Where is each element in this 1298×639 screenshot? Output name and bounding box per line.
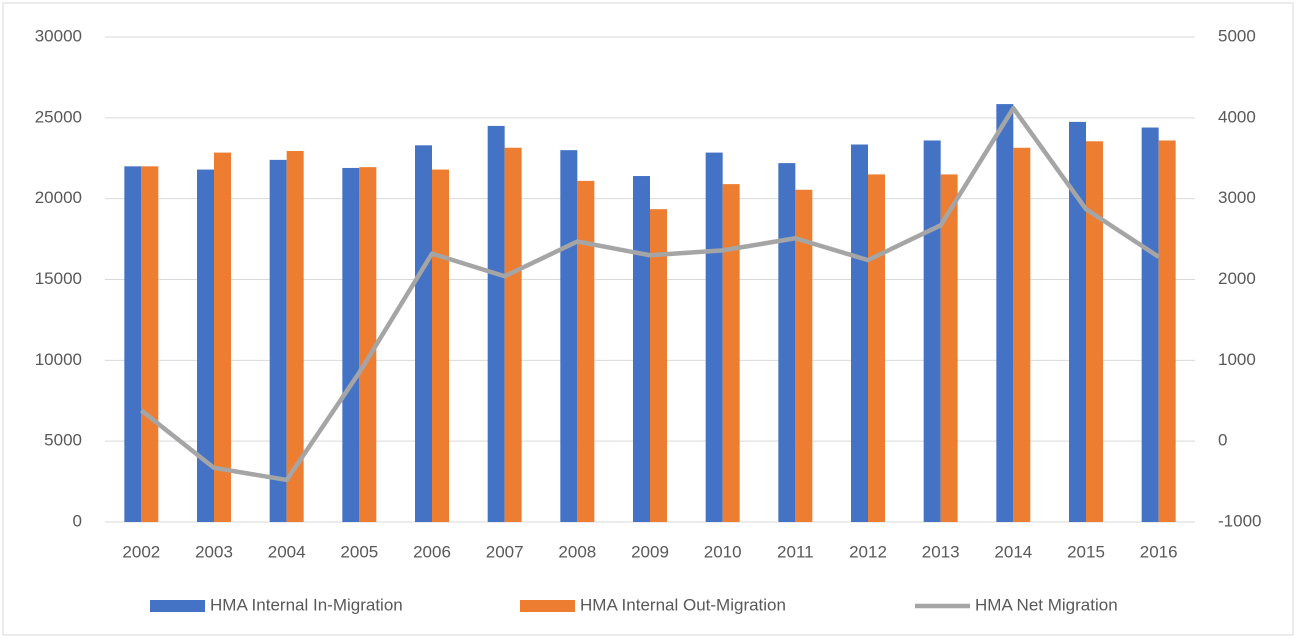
bar	[415, 145, 432, 523]
bar	[923, 140, 941, 522]
x-tick-label: 2003	[195, 542, 233, 561]
y-tick-label: 5000	[44, 431, 82, 450]
y-tick-label: 25000	[35, 107, 82, 126]
bar	[940, 174, 958, 522]
bar	[633, 176, 650, 523]
bar	[269, 159, 287, 522]
y2-tick-label: 1000	[1218, 350, 1256, 369]
bar	[577, 180, 595, 522]
x-tick-label: 2015	[1067, 542, 1105, 561]
y2-tick-label: -1000	[1218, 511, 1261, 530]
y-tick-label: 20000	[35, 188, 82, 207]
bar	[1069, 121, 1086, 522]
bar	[851, 144, 868, 522]
y-tick-label: 15000	[35, 269, 82, 288]
x-tick-label: 2008	[558, 542, 596, 561]
bar	[286, 150, 304, 522]
y-tick-label: 10000	[35, 350, 82, 369]
legend-label: HMA Internal In-Migration	[210, 595, 403, 614]
x-tick-label: 2013	[922, 542, 960, 561]
bar	[342, 167, 360, 522]
x-tick-label: 2002	[122, 542, 160, 561]
bar	[487, 125, 505, 523]
bar	[197, 169, 214, 523]
legend-label: HMA Internal Out-Migration	[580, 595, 786, 614]
x-tick-label: 2007	[486, 542, 524, 561]
x-tick-label: 2012	[849, 542, 887, 561]
bar	[778, 163, 796, 522]
x-tick-label: 2009	[631, 542, 669, 561]
x-tick-label: 2006	[413, 542, 451, 561]
bar	[1158, 140, 1176, 522]
y2-tick-label: 5000	[1218, 26, 1256, 45]
bar	[1141, 127, 1159, 523]
y2-tick-label: 3000	[1218, 188, 1256, 207]
y2-tick-label: 2000	[1218, 269, 1256, 288]
legend-swatch	[150, 600, 205, 612]
bar	[214, 152, 231, 522]
bar	[868, 174, 885, 522]
legend-swatch	[520, 600, 575, 612]
x-tick-label: 2014	[994, 542, 1032, 561]
bar	[432, 169, 449, 523]
bar	[141, 166, 159, 523]
bar	[504, 147, 522, 522]
x-tick-label: 2004	[268, 542, 306, 561]
bar	[1086, 141, 1103, 522]
y2-tick-label: 4000	[1218, 107, 1256, 126]
bar	[1013, 147, 1031, 522]
x-tick-label: 2011	[777, 542, 814, 561]
line	[139, 105, 1160, 483]
bar	[359, 167, 377, 522]
bar	[560, 150, 578, 522]
bar	[795, 189, 813, 522]
bar	[124, 166, 142, 523]
x-tick-label: 2010	[704, 542, 742, 561]
y-tick-label: 30000	[35, 26, 82, 45]
bar	[722, 184, 740, 522]
legend-label: HMA Net Migration	[975, 595, 1118, 614]
bar	[996, 104, 1014, 522]
y2-tick-label: 0	[1218, 431, 1227, 450]
y-tick-label: 0	[73, 511, 82, 530]
bar	[650, 209, 667, 523]
x-tick-label: 2005	[340, 542, 378, 561]
bar	[705, 152, 723, 522]
x-tick-label: 2016	[1140, 542, 1178, 561]
